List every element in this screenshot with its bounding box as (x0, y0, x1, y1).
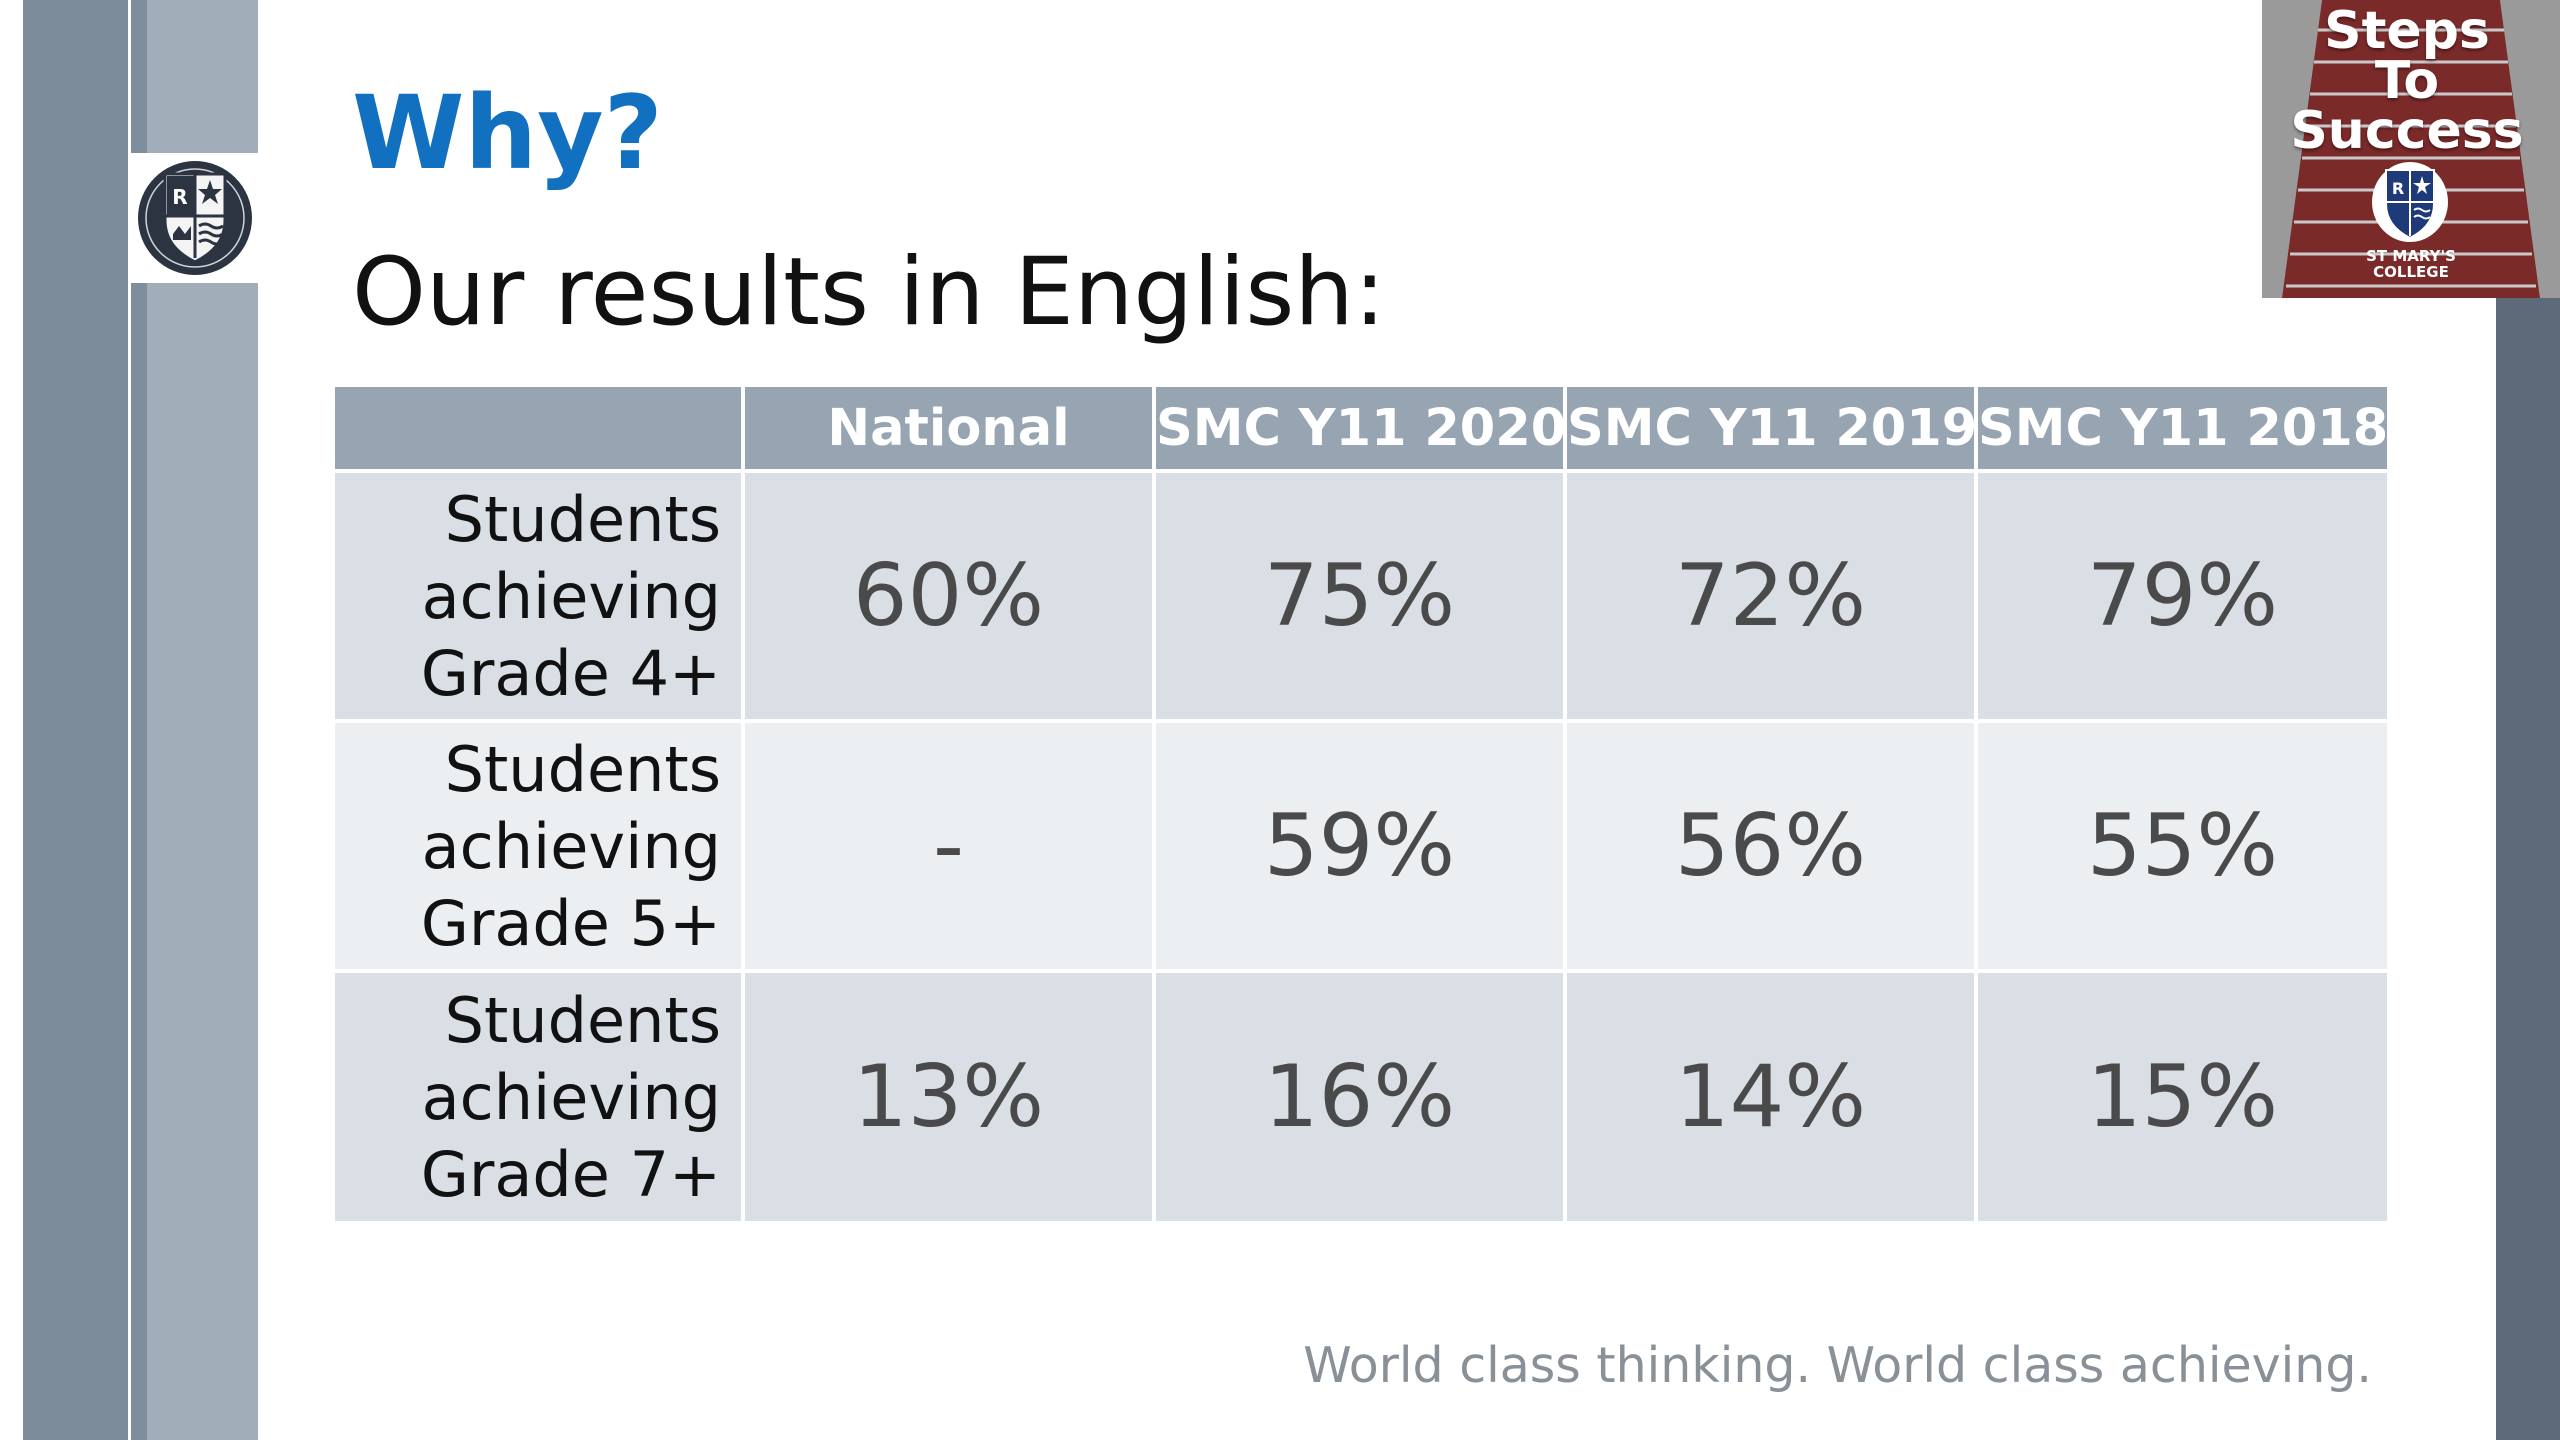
table-cell: 15% (1974, 969, 2387, 1221)
school-crest-icon: R (2372, 162, 2448, 242)
table-cell: 55% (1974, 719, 2387, 971)
badge-college-name: ST MARY'S COLLEGE (2366, 247, 2456, 281)
left-edge (0, 0, 23, 1440)
table-cell: 14% (1563, 969, 1976, 1221)
table-cell: 16% (1152, 969, 1565, 1221)
staircase-graphic (2262, 0, 2560, 298)
header-cell-blank (335, 387, 743, 473)
table-cell: 72% (1563, 471, 1976, 721)
sidebar-crest: R (131, 153, 258, 283)
svg-text:R: R (172, 185, 187, 209)
header-cell-2019: SMC Y11 2019 (1563, 387, 1977, 473)
sidebar-stripe-thin (131, 0, 147, 1440)
slide-heading: Why? (352, 74, 663, 193)
slide-subheading: Our results in English: (352, 238, 1386, 347)
results-table: National SMC Y11 2020 SMC Y11 2019 SMC Y… (335, 387, 2388, 1221)
table-cell: 60% (741, 471, 1154, 721)
row-label: Students achieving Grade 7+ (335, 969, 743, 1221)
svg-text:R: R (2392, 179, 2404, 198)
row-label: Students achieving Grade 5+ (335, 719, 743, 971)
table-row: Students achieving Grade 7+ 13% 16% 14% … (335, 969, 2387, 1221)
school-crest-icon: R (137, 161, 252, 275)
header-cell-2018: SMC Y11 2018 (1974, 387, 2388, 473)
row-label: Students achieving Grade 4+ (335, 471, 743, 721)
table-cell: 13% (741, 969, 1154, 1221)
footer-tagline: World class thinking. World class achiev… (1303, 1337, 2372, 1394)
table-cell: 79% (1974, 471, 2387, 721)
table-header-row: National SMC Y11 2020 SMC Y11 2019 SMC Y… (335, 387, 2388, 473)
table-cell: 59% (1152, 719, 1565, 971)
table-row: Students achieving Grade 4+ 60% 75% 72% … (335, 471, 2387, 721)
table-cell: 75% (1152, 471, 1565, 721)
table-row: Students achieving Grade 5+ - 59% 56% 55… (335, 719, 2387, 971)
table-cell: - (741, 719, 1154, 971)
badge-title: Steps To Success (2290, 1, 2524, 161)
header-cell-2020: SMC Y11 2020 (1152, 387, 1566, 473)
steps-to-success-badge: Steps To Success R ST MARY'S COLLEGE (2262, 0, 2560, 298)
sidebar-stripe-dark (23, 0, 128, 1440)
header-cell-national: National (741, 387, 1154, 473)
table-cell: 56% (1563, 719, 1976, 971)
sidebar-divider (128, 0, 131, 1440)
